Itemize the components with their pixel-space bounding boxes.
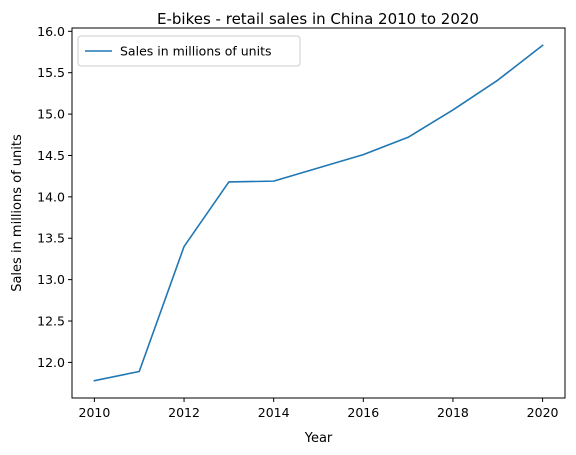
y-tick-label: 15.5 <box>37 65 65 80</box>
x-tick-label: 2012 <box>168 405 200 420</box>
x-axis-label: Year <box>304 431 333 446</box>
series-layer <box>93 44 544 382</box>
y-tick-label: 16.0 <box>37 24 65 39</box>
x-tick-label: 2010 <box>79 405 111 420</box>
y-tick-label: 13.5 <box>37 231 65 246</box>
x-tick-label: 2014 <box>258 405 290 420</box>
y-tick-label: 14.0 <box>37 189 65 204</box>
series-line <box>93 44 544 382</box>
y-tick-label: 12.0 <box>37 355 65 370</box>
y-axis-ticks: 12.0 12.5 13.0 13.5 14.0 14.5 15.0 15.5 16.0 <box>37 24 72 370</box>
y-tick-label: 13.0 <box>37 272 65 287</box>
x-tick-label: 2020 <box>527 405 559 420</box>
chart-title: E-bikes - retail sales in China 2010 to … <box>157 10 479 28</box>
legend-box <box>77 35 301 67</box>
x-tick-label: 2016 <box>347 405 379 420</box>
legend-label: Sales in millions of units <box>120 44 272 59</box>
legend: Sales in millions of units <box>77 35 301 67</box>
y-tick-label: 12.5 <box>37 314 65 329</box>
x-tick-label: 2018 <box>437 405 469 420</box>
y-tick-label: 14.5 <box>37 148 65 163</box>
y-tick-label: 15.0 <box>37 107 65 122</box>
y-axis-label: Sales in millions of units <box>10 134 25 292</box>
x-axis-ticks: 2010 2012 2014 2016 2018 2020 <box>79 398 559 420</box>
plot-area-frame <box>71 27 566 399</box>
